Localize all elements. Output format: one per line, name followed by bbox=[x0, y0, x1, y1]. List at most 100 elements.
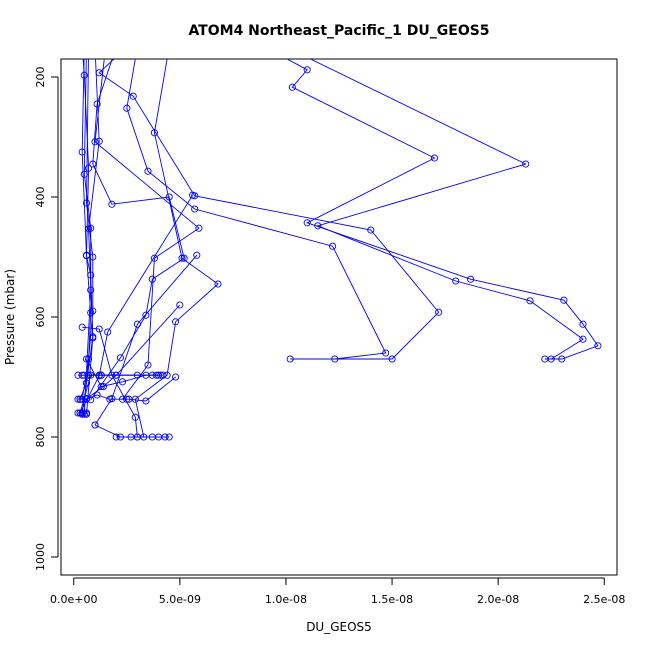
data-point bbox=[131, 413, 139, 421]
data-point bbox=[191, 205, 199, 213]
profile-series-12 bbox=[78, 59, 95, 403]
data-point bbox=[560, 296, 568, 304]
series-line bbox=[81, 59, 92, 400]
x-tick-label: 2.0e-08 bbox=[477, 593, 519, 606]
data-point bbox=[195, 224, 203, 232]
data-point bbox=[82, 395, 91, 403]
data-point bbox=[522, 160, 530, 168]
series-line bbox=[98, 59, 440, 360]
series-line bbox=[94, 254, 198, 426]
data-point bbox=[382, 349, 390, 357]
y-tick-label: 600 bbox=[34, 307, 47, 328]
data-point bbox=[133, 320, 141, 328]
data-point bbox=[82, 251, 91, 259]
data-point bbox=[82, 379, 91, 387]
series-line bbox=[286, 59, 599, 360]
data-point bbox=[329, 242, 337, 250]
data-point bbox=[82, 355, 91, 363]
data-point bbox=[104, 328, 112, 336]
data-point bbox=[95, 325, 103, 333]
profile-series-26 bbox=[76, 371, 95, 417]
data-point bbox=[142, 371, 150, 379]
series-line bbox=[79, 375, 92, 414]
data-point bbox=[80, 71, 88, 79]
data-point bbox=[150, 129, 158, 137]
x-tick-label: 1.5e-08 bbox=[371, 593, 413, 606]
y-tick-label: 400 bbox=[34, 187, 47, 208]
data-point bbox=[314, 222, 322, 230]
data-point bbox=[125, 395, 133, 403]
data-point bbox=[165, 193, 173, 201]
x-tick-label: 5.0e-09 bbox=[159, 593, 201, 606]
data-point bbox=[108, 371, 116, 379]
series-line bbox=[86, 59, 100, 415]
data-point bbox=[579, 335, 587, 343]
data-point bbox=[78, 409, 86, 417]
plot-area bbox=[60, 58, 618, 576]
data-point bbox=[112, 371, 120, 379]
data-point bbox=[80, 170, 88, 178]
data-point bbox=[74, 395, 82, 403]
data-point bbox=[214, 280, 222, 288]
data-point bbox=[172, 373, 180, 381]
profile-series-27 bbox=[78, 323, 141, 441]
profile-series-4 bbox=[123, 59, 390, 363]
data-point bbox=[95, 371, 103, 379]
data-point bbox=[452, 277, 460, 285]
data-point bbox=[142, 311, 150, 319]
data-point bbox=[129, 92, 137, 100]
chart-title: ATOM4 Northeast_Pacific_1 DU_GEOS5 bbox=[188, 23, 489, 39]
data-point bbox=[547, 355, 555, 363]
series-line bbox=[86, 358, 147, 388]
data-point bbox=[526, 297, 534, 305]
data-point bbox=[133, 433, 141, 441]
y-tick-label: 800 bbox=[34, 427, 47, 448]
profile-series-28 bbox=[82, 355, 150, 391]
data-point bbox=[193, 251, 201, 259]
series-line bbox=[82, 326, 138, 438]
profile-series-2 bbox=[309, 59, 587, 363]
data-point bbox=[85, 371, 93, 379]
data-point bbox=[123, 104, 131, 112]
data-point bbox=[99, 383, 107, 391]
data-point bbox=[87, 286, 95, 294]
series-line bbox=[126, 59, 387, 360]
profile-series-24 bbox=[74, 395, 91, 403]
data-point bbox=[288, 83, 296, 91]
data-point bbox=[388, 355, 396, 363]
plot-frame bbox=[60, 58, 618, 576]
data-point bbox=[172, 318, 180, 326]
series-line bbox=[81, 59, 94, 415]
data-point bbox=[82, 199, 91, 207]
data-point bbox=[594, 342, 602, 350]
x-tick-label: 1.0e-08 bbox=[265, 593, 307, 606]
data-point bbox=[78, 148, 86, 156]
data-point bbox=[430, 154, 439, 162]
data-point bbox=[303, 66, 311, 74]
data-point bbox=[178, 254, 186, 262]
data-point bbox=[286, 355, 294, 363]
data-point bbox=[91, 421, 99, 429]
data-point bbox=[558, 355, 566, 363]
data-point bbox=[78, 323, 86, 331]
y-tick-label: 1000 bbox=[34, 543, 47, 571]
data-point bbox=[180, 254, 188, 262]
data-point bbox=[467, 275, 475, 283]
data-point bbox=[331, 355, 339, 363]
series-line bbox=[83, 59, 92, 415]
data-point bbox=[152, 371, 161, 379]
data-point bbox=[367, 226, 375, 234]
data-point bbox=[144, 361, 152, 369]
data-point bbox=[89, 253, 97, 261]
series-layer bbox=[74, 59, 602, 441]
series-line bbox=[309, 59, 584, 360]
data-point bbox=[303, 219, 311, 227]
x-axis-label: DU_GEOS5 bbox=[306, 620, 372, 634]
data-point bbox=[116, 354, 124, 362]
y-axis: 200 400 600 800 1000 bbox=[34, 67, 59, 571]
data-point bbox=[176, 301, 184, 309]
data-point bbox=[106, 395, 114, 403]
data-point bbox=[579, 320, 587, 328]
y-axis-label: Pressure (mbar) bbox=[3, 269, 17, 365]
data-point bbox=[144, 167, 152, 175]
